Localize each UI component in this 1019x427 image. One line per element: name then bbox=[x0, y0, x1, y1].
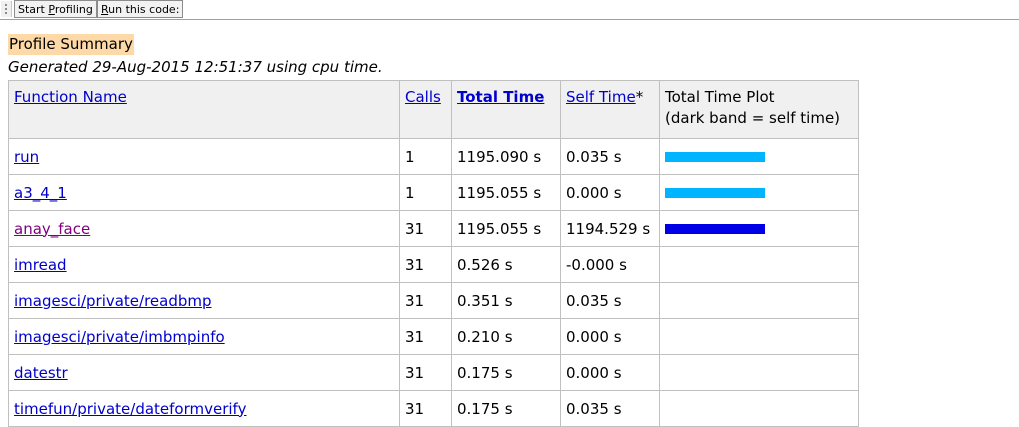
cell-self-time: 0.000 s bbox=[560, 318, 660, 355]
start-profiling-accel: P bbox=[48, 3, 55, 16]
cell-function-name: datestr bbox=[8, 354, 400, 391]
cell-total-time: 1195.055 s bbox=[451, 174, 561, 211]
cell-time-plot bbox=[659, 210, 859, 247]
cell-calls: 1 bbox=[399, 138, 452, 175]
start-profiling-button[interactable]: Start Profiling bbox=[14, 0, 97, 18]
cell-self-time: 0.000 s bbox=[560, 354, 660, 391]
header-total-time: Total Time bbox=[451, 80, 561, 139]
total-time-bar bbox=[665, 151, 765, 162]
cell-time-plot bbox=[659, 138, 859, 175]
cell-self-time: 0.000 s bbox=[560, 174, 660, 211]
cell-function-name: imagesci/private/imbmpinfo bbox=[8, 318, 400, 355]
self-time-bar bbox=[665, 223, 765, 234]
cell-time-plot bbox=[659, 174, 859, 211]
cell-self-time: 0.035 s bbox=[560, 138, 660, 175]
cell-total-time: 0.351 s bbox=[451, 282, 561, 319]
plot-header-line1: Total Time Plot bbox=[665, 88, 775, 106]
table-row: imagesci/private/readbmp 31 0.351 s 0.035 s bbox=[8, 282, 859, 319]
function-link[interactable]: run bbox=[14, 147, 40, 166]
cell-total-time: 0.175 s bbox=[451, 390, 561, 427]
profiler-toolbar: Start Profiling Run this code: bbox=[0, 0, 1019, 20]
cell-function-name: anay_face bbox=[8, 210, 400, 247]
table-row: anay_face 31 1195.055 s 1194.529 s bbox=[8, 210, 859, 247]
sort-by-self-time-link[interactable]: Self Time bbox=[566, 88, 636, 106]
toolbar-grip-icon[interactable] bbox=[1, 1, 12, 17]
cell-time-plot bbox=[659, 354, 859, 391]
table-row: imagesci/private/imbmpinfo 31 0.210 s 0.000… bbox=[8, 318, 859, 355]
sort-by-calls-link[interactable]: Calls bbox=[405, 88, 441, 106]
cell-calls: 31 bbox=[399, 318, 452, 355]
function-link[interactable]: datestr bbox=[14, 363, 68, 382]
page-title: Profile Summary bbox=[8, 34, 134, 55]
cell-self-time: -0.000 s bbox=[560, 246, 660, 283]
table-header-row: Function Name Calls Total Time Self Time… bbox=[8, 80, 859, 139]
cell-self-time: 0.035 s bbox=[560, 390, 660, 427]
cell-total-time: 0.526 s bbox=[451, 246, 561, 283]
cell-time-plot bbox=[659, 390, 859, 427]
cell-total-time: 0.210 s bbox=[451, 318, 561, 355]
time-plot-bar bbox=[665, 187, 765, 198]
time-plot-bar bbox=[665, 223, 765, 234]
cell-time-plot bbox=[659, 246, 859, 283]
header-calls: Calls bbox=[399, 80, 452, 139]
cell-function-name: a3_4_1 bbox=[8, 174, 400, 211]
header-self-time: Self Time* bbox=[560, 80, 660, 139]
table-row: a3_4_1 1 1195.055 s 0.000 s bbox=[8, 174, 859, 211]
profile-summary-table: Function Name Calls Total Time Self Time… bbox=[8, 80, 859, 427]
table-row: imread 31 0.526 s -0.000 s bbox=[8, 246, 859, 283]
function-link[interactable]: imagesci/private/imbmpinfo bbox=[14, 327, 225, 346]
cell-calls: 31 bbox=[399, 354, 452, 391]
cell-calls: 31 bbox=[399, 390, 452, 427]
cell-self-time: 0.035 s bbox=[560, 282, 660, 319]
cell-function-name: imread bbox=[8, 246, 400, 283]
cell-total-time: 1195.090 s bbox=[451, 138, 561, 175]
cell-calls: 1 bbox=[399, 174, 452, 211]
time-plot-bar bbox=[665, 151, 765, 162]
function-link[interactable]: timefun/private/dateformverify bbox=[14, 399, 247, 418]
cell-calls: 31 bbox=[399, 246, 452, 283]
sort-by-total-time-link[interactable]: Total Time bbox=[457, 88, 545, 106]
header-total-time-plot: Total Time Plot (dark band = self time) bbox=[659, 80, 859, 139]
run-code-accel: R bbox=[101, 3, 109, 16]
function-link[interactable]: imagesci/private/readbmp bbox=[14, 291, 212, 310]
cell-total-time: 0.175 s bbox=[451, 354, 561, 391]
start-profiling-label-pre: Start bbox=[18, 3, 49, 16]
cell-function-name: timefun/private/dateformverify bbox=[8, 390, 400, 427]
cell-total-time: 1195.055 s bbox=[451, 210, 561, 247]
table-row: datestr 31 0.175 s 0.000 s bbox=[8, 354, 859, 391]
function-link[interactable]: a3_4_1 bbox=[14, 183, 67, 202]
table-row: run 1 1195.090 s 0.035 s bbox=[8, 138, 859, 175]
cell-calls: 31 bbox=[399, 210, 452, 247]
run-this-code-button[interactable]: Run this code: bbox=[97, 0, 184, 18]
function-link[interactable]: anay_face bbox=[14, 219, 91, 238]
start-profiling-label-post: rofiling bbox=[54, 3, 93, 16]
cell-time-plot bbox=[659, 282, 859, 319]
function-link[interactable]: imread bbox=[14, 255, 67, 274]
total-time-bar bbox=[665, 187, 765, 198]
plot-header-line2: (dark band = self time) bbox=[665, 109, 841, 127]
cell-calls: 31 bbox=[399, 282, 452, 319]
generated-timestamp: Generated 29-Aug-2015 12:51:37 using cpu… bbox=[8, 58, 383, 76]
header-function-name: Function Name bbox=[8, 80, 400, 139]
cell-function-name: run bbox=[8, 138, 400, 175]
run-code-label-post: un this code: bbox=[108, 3, 180, 16]
cell-time-plot bbox=[659, 318, 859, 355]
cell-function-name: imagesci/private/readbmp bbox=[8, 282, 400, 319]
sort-by-function-name-link[interactable]: Function Name bbox=[14, 88, 127, 106]
cell-self-time: 1194.529 s bbox=[560, 210, 660, 247]
self-time-footnote-mark: * bbox=[635, 88, 644, 106]
